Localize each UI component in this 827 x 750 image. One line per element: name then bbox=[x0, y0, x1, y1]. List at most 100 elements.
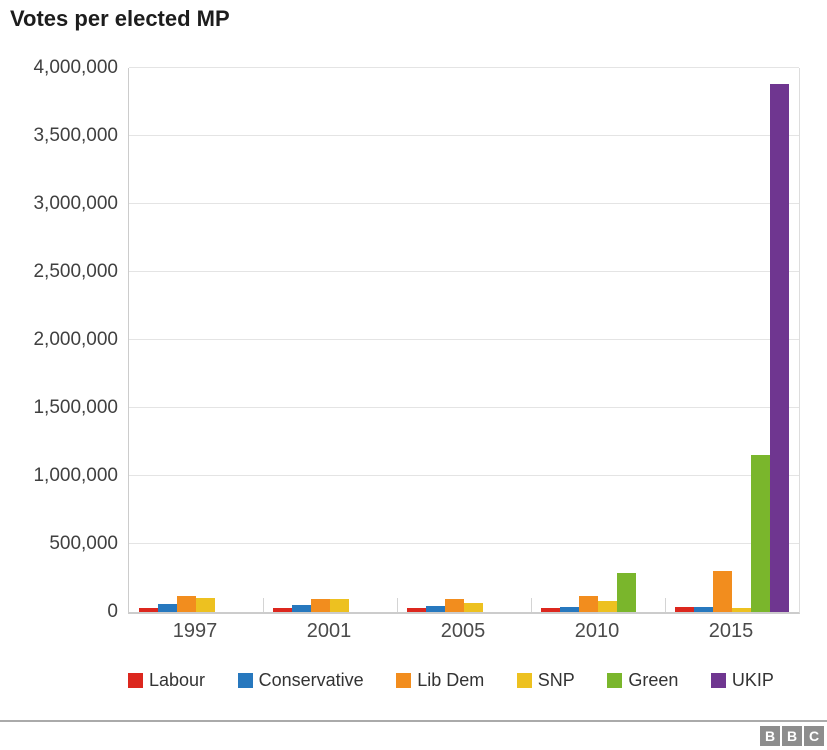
legend-label: Lib Dem bbox=[417, 670, 485, 690]
legend-swatch-icon bbox=[128, 673, 143, 688]
bar-slot bbox=[407, 608, 426, 612]
bar-slot bbox=[445, 599, 464, 612]
legend-item-ukip: UKIP bbox=[710, 670, 774, 691]
bar-group-2005 bbox=[397, 68, 531, 612]
page-title: Votes per elected MP bbox=[10, 6, 230, 31]
bar-labour-1997 bbox=[139, 608, 158, 612]
bar-group-2001 bbox=[263, 68, 397, 612]
x-axis-label-2001: 2001 bbox=[306, 620, 352, 642]
gridline bbox=[129, 339, 799, 340]
x-axis-tick bbox=[263, 598, 264, 612]
y-axis-label: 1,000,000 bbox=[33, 465, 118, 486]
y-axis-label: 0 bbox=[107, 601, 118, 622]
legend-item-lib-dem: Lib Dem bbox=[396, 670, 484, 691]
bar-lib-dem-2015 bbox=[713, 571, 732, 612]
x-axis-label-2015: 2015 bbox=[708, 620, 754, 642]
legend-item-conservative: Conservative bbox=[237, 670, 364, 691]
bar-slot bbox=[330, 599, 349, 612]
legend-label: UKIP bbox=[731, 670, 774, 690]
bar-slot bbox=[579, 596, 598, 612]
legend-label: Labour bbox=[149, 670, 206, 690]
x-axis-label-2010: 2010 bbox=[574, 620, 620, 642]
legend-swatch-icon bbox=[607, 673, 623, 688]
bar-lib-dem-1997 bbox=[177, 596, 196, 612]
bar-conservative-1997 bbox=[158, 604, 177, 612]
bar-snp-2015 bbox=[732, 608, 751, 612]
legend-swatch-icon bbox=[396, 673, 412, 688]
bar-snp-2010 bbox=[598, 601, 617, 612]
gridline bbox=[129, 203, 799, 204]
bar-conservative-2001 bbox=[292, 605, 311, 612]
gridline bbox=[129, 407, 799, 408]
bar-slot bbox=[464, 603, 483, 612]
bar-slot bbox=[770, 84, 789, 612]
bar-slot bbox=[139, 608, 158, 612]
legend-label: Green bbox=[628, 670, 679, 690]
y-axis-label: 3,500,000 bbox=[33, 125, 118, 146]
bar-group-2015 bbox=[665, 68, 799, 612]
bar-slot bbox=[196, 598, 215, 612]
y-axis-label: 3,000,000 bbox=[33, 193, 118, 214]
bar-green-2010 bbox=[617, 573, 636, 612]
bar-labour-2001 bbox=[273, 608, 292, 612]
legend-item-green: Green bbox=[607, 670, 678, 691]
x-axis-tick bbox=[665, 598, 666, 612]
bar-slot bbox=[732, 608, 751, 612]
bbc-logo-block: B bbox=[760, 726, 780, 746]
legend-swatch-icon bbox=[516, 673, 532, 688]
bar-conservative-2015 bbox=[694, 607, 713, 612]
bar-slot bbox=[273, 608, 292, 612]
bar-conservative-2010 bbox=[560, 607, 579, 612]
y-axis-label: 2,500,000 bbox=[33, 261, 118, 282]
bar-slot bbox=[713, 571, 732, 612]
legend-label: SNP bbox=[537, 670, 575, 690]
bbc-logo-block: C bbox=[804, 726, 824, 746]
footer-divider bbox=[0, 720, 827, 722]
gridline bbox=[129, 475, 799, 476]
bar-lib-dem-2001 bbox=[311, 599, 330, 612]
bar-slot bbox=[560, 607, 579, 612]
bar-slot bbox=[292, 605, 311, 612]
bar-snp-1997 bbox=[196, 598, 215, 612]
bar-labour-2005 bbox=[407, 608, 426, 612]
gridline bbox=[129, 67, 799, 68]
legend-label: Conservative bbox=[258, 670, 364, 690]
bar-slot bbox=[177, 596, 196, 612]
bar-slot bbox=[426, 606, 445, 612]
x-axis-labels: 1997 2001 2005 2010 2015 bbox=[128, 620, 798, 643]
bar-conservative-2005 bbox=[426, 606, 445, 612]
x-axis-tick bbox=[531, 598, 532, 612]
bar-labour-2010 bbox=[541, 608, 560, 612]
bar-slot bbox=[675, 607, 694, 612]
bar-labour-2015 bbox=[675, 607, 694, 612]
x-axis-label-1997: 1997 bbox=[172, 620, 218, 642]
gridline bbox=[129, 543, 799, 544]
bar-snp-2001 bbox=[330, 599, 349, 612]
bar-slot bbox=[158, 604, 177, 612]
chart-legend: Labour Conservative Lib Dem SNP Green UKIP bbox=[128, 670, 774, 691]
x-axis-label-2005: 2005 bbox=[440, 620, 486, 642]
x-axis-tick bbox=[397, 598, 398, 612]
bbc-logo-block: B bbox=[782, 726, 802, 746]
bar-snp-2005 bbox=[464, 603, 483, 612]
bar-slot bbox=[694, 607, 713, 612]
legend-swatch-icon bbox=[710, 673, 726, 688]
chart-plot-area bbox=[128, 67, 800, 614]
bar-group-1997 bbox=[129, 68, 263, 612]
bar-slot bbox=[617, 573, 636, 612]
bar-green-2015 bbox=[751, 455, 770, 612]
bar-group-2010 bbox=[531, 68, 665, 612]
bar-slot bbox=[598, 601, 617, 612]
bar-ukip-2015 bbox=[770, 84, 789, 612]
legend-item-snp: SNP bbox=[516, 670, 575, 691]
bar-groups-layer bbox=[129, 68, 799, 612]
legend-item-labour: Labour bbox=[128, 670, 205, 691]
bar-slot bbox=[751, 455, 770, 612]
gridline bbox=[129, 271, 799, 272]
bar-slot bbox=[541, 608, 560, 612]
y-axis-label: 2,000,000 bbox=[33, 329, 118, 350]
legend-swatch-icon bbox=[237, 673, 253, 688]
y-axis-label: 4,000,000 bbox=[33, 57, 118, 78]
bar-lib-dem-2010 bbox=[579, 596, 598, 612]
